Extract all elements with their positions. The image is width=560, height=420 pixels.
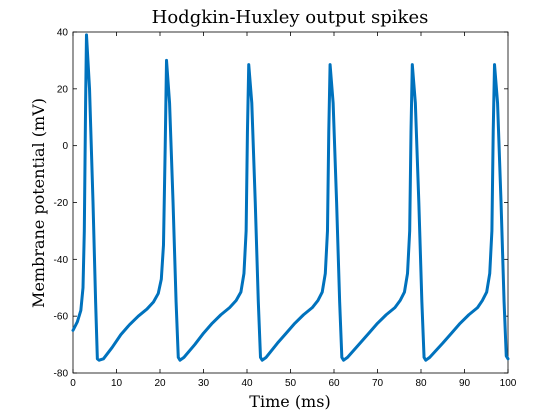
y-tick-label: 40: [57, 28, 69, 39]
plot-area: 0 10 20 30 40 50 60 70 80 90 100 -80 -60 -40 -20 0 20 40: [54, 28, 517, 390]
axes-frame: [72, 31, 509, 374]
y-tick-label: -20: [54, 198, 69, 209]
y-tick-label: 20: [57, 84, 69, 95]
x-tick-label: 40: [241, 378, 253, 389]
x-tick-label: 10: [111, 378, 123, 389]
y-tick-label: -60: [54, 312, 69, 323]
x-tick-label: 50: [285, 378, 297, 389]
chart-title: Hodgkin-Huxley output spikes: [152, 7, 429, 28]
y-tick-label: 0: [62, 141, 68, 152]
y-tick-label: -80: [54, 369, 69, 380]
x-tick-label: 20: [154, 378, 166, 389]
x-axis-label: Time (ms): [249, 392, 330, 411]
voltage-trace: [71, 33, 510, 362]
y-axis-label: Membrane potential (mV): [29, 98, 48, 308]
x-tick-label: 0: [70, 378, 76, 389]
x-tick-label: 60: [328, 378, 340, 389]
y-tick-label: -40: [54, 255, 69, 266]
x-axis: 0 10 20 30 40 50 60 70 80 90 100: [70, 32, 517, 389]
x-tick-label: 100: [500, 378, 517, 389]
x-tick-label: 80: [415, 378, 427, 389]
y-axis: -80 -60 -40 -20 0 20 40: [54, 28, 508, 380]
x-tick-label: 70: [372, 378, 384, 389]
x-tick-label: 90: [459, 378, 471, 389]
x-tick-label: 30: [198, 378, 210, 389]
